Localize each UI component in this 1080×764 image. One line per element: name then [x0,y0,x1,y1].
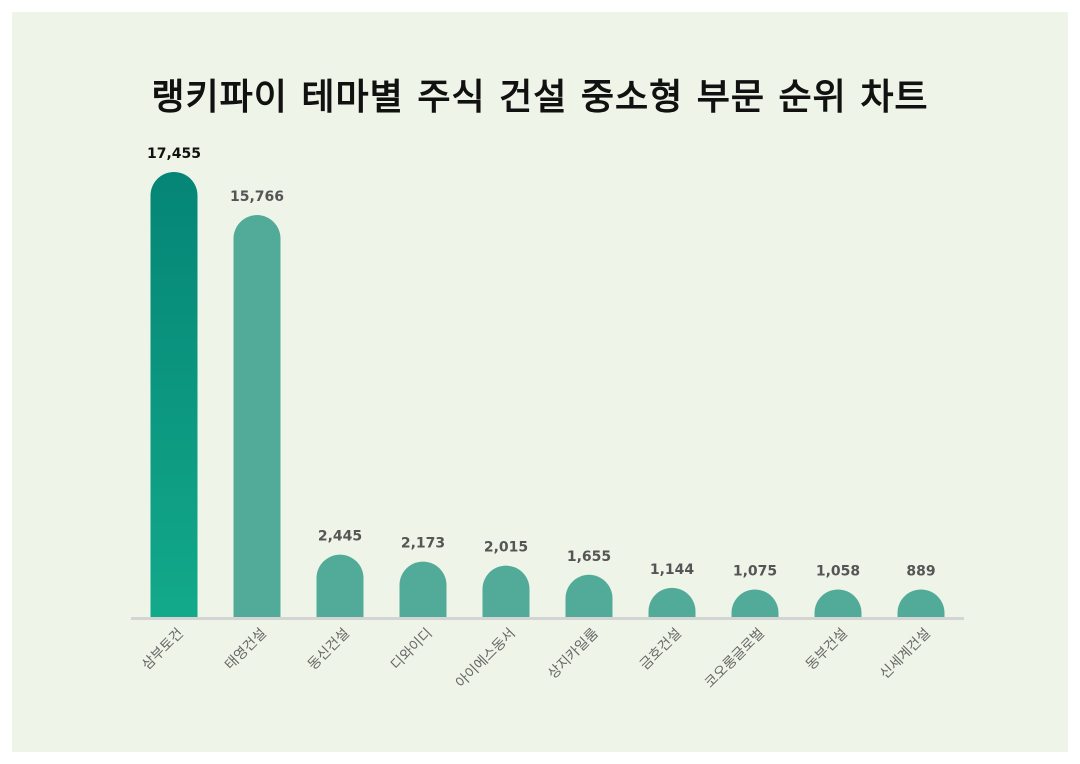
value-label: 1,058 [816,564,860,580]
bars-group [150,172,945,617]
category-label: 아이에스동서 [453,626,519,692]
bar-코오롱글로벌 [731,589,779,617]
category-labels-group: 삼부토건 태영건설 동신건설 디와이디 아이에스동서 상지카일룸 금호건설 코오롱글로벌 동부건… [139,625,934,691]
value-label: 889 [906,564,935,580]
value-label: 1,144 [650,562,695,578]
bar-삼부토건 [150,172,198,617]
category-label: 코오롱글로벌 [702,626,768,692]
category-label: 금호건설 [637,626,685,674]
bar-동신건설 [316,554,364,617]
bar-신세계건설 [897,589,945,617]
bar-동부건설 [814,589,862,617]
bar-디와이디 [399,561,447,617]
chart-title: 랭키파이 테마별 주식 건설 중소형 부문 순위 차트 [151,77,929,118]
bar-상지카일룸 [565,574,613,617]
bar-아이에스동서 [482,565,530,617]
category-label: 동신건설 [305,626,353,674]
category-label: 디와이디 [388,626,436,674]
value-label: 1,075 [733,564,777,580]
value-label: 2,173 [401,536,445,552]
bar-금호건설 [648,587,696,617]
value-label: 17,455 [147,146,201,162]
category-label: 태영건설 [222,626,270,674]
category-label: 신세계건설 [877,626,934,683]
value-labels-group: 17,455 15,766 2,445 2,173 2,015 1,655 1,144 1,0… [147,146,936,580]
value-label: 2,015 [484,540,528,556]
category-label: 동부건설 [803,626,851,674]
bar-태영건설 [233,215,281,617]
value-label: 2,445 [318,529,362,545]
value-label: 15,766 [230,189,284,205]
value-label: 1,655 [567,549,611,565]
category-label: 상지카일룸 [545,625,602,682]
category-label: 삼부토건 [139,626,187,674]
